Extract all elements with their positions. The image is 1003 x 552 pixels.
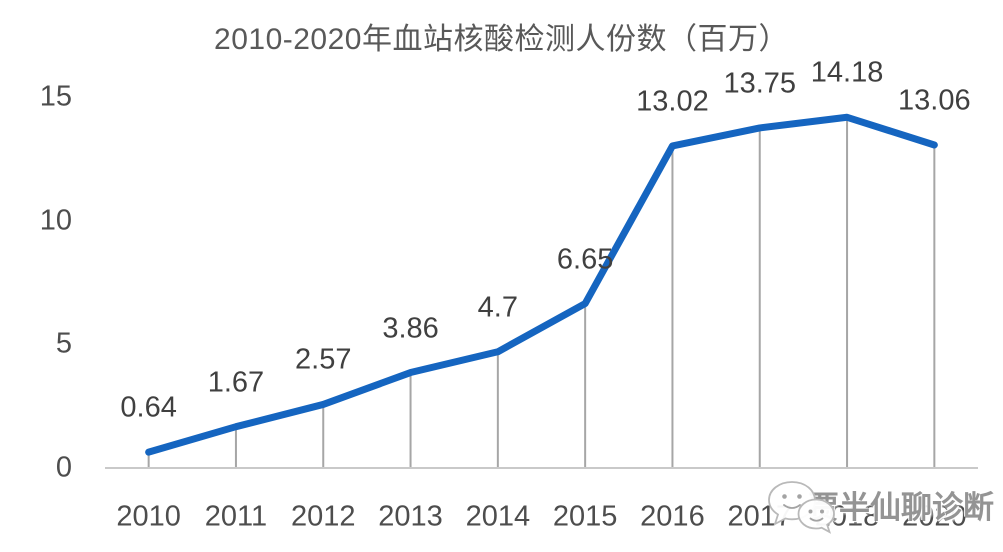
wechat-big-bubble-smile [783, 504, 801, 509]
watermark-text: 贾半仙聊诊断 [808, 489, 994, 525]
wechat-small-bubble-eye [808, 509, 813, 514]
wechat-small-bubble-eye [820, 509, 824, 514]
wechat-big-bubble-eye [797, 494, 802, 499]
wechat-small-bubble [797, 498, 835, 534]
wechat-icon [768, 481, 835, 534]
wechat-big-bubble-eye [782, 494, 787, 499]
series-line [145, 113, 938, 456]
wechat-small-bubble-smile [809, 517, 824, 522]
chart-title: 2010-2020年血站核酸检测人份数（百万） [214, 23, 789, 56]
watermark: 贾半仙聊诊断 [764, 478, 994, 536]
